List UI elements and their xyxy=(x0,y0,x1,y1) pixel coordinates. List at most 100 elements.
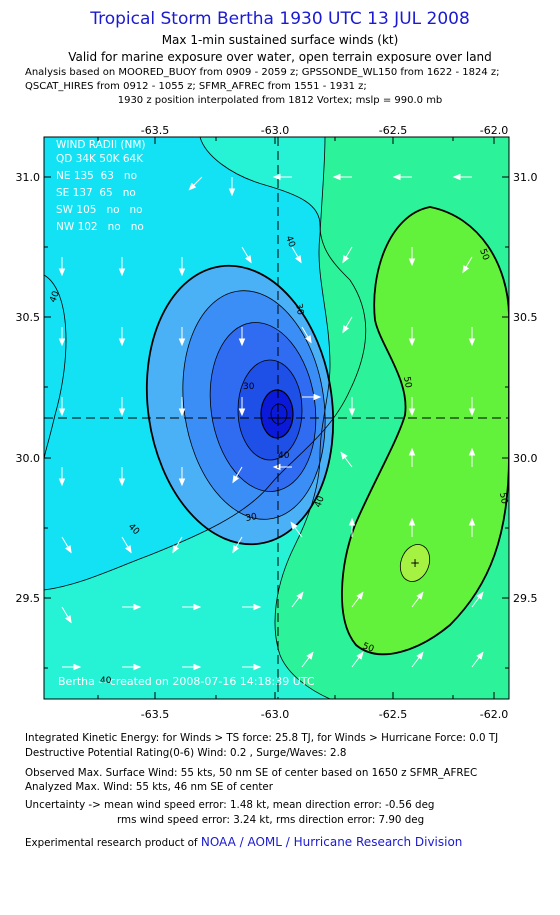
contour-lines xyxy=(44,137,367,699)
wind-vector-arrow xyxy=(178,327,186,347)
wind-vector-arrow xyxy=(118,397,126,417)
latitude-labels-left: 31.0 30.5 30.0 29.5 xyxy=(16,171,41,605)
lat-tick-right: 31.0 xyxy=(513,171,538,184)
wind-vector-arrow xyxy=(232,466,243,484)
contour-label: 50 xyxy=(361,641,375,654)
wind-vector-arrow xyxy=(468,447,476,467)
contour-label: 40 xyxy=(278,451,290,461)
longitude-labels-top: -63.5 -63.0 -62.5 -62.0 xyxy=(141,124,508,137)
contour-label: 30 xyxy=(243,382,255,392)
dpr-line: Destructive Potential Rating(0-6) Wind: … xyxy=(25,747,347,759)
wind-vector-arrow xyxy=(351,591,364,608)
contour-label: 50 xyxy=(477,248,490,262)
contour-label: 30 xyxy=(293,303,305,316)
ike-line: Integrated Kinetic Energy: for Winds > T… xyxy=(25,732,499,744)
lat-tick-left: 30.0 xyxy=(16,452,41,465)
wind-vector-arrow xyxy=(58,397,66,417)
storm-center-marker: + xyxy=(273,411,283,425)
wind-vector-arrow xyxy=(118,257,126,277)
lat-tick-right: 30.5 xyxy=(513,311,538,324)
plot-frame xyxy=(43,136,510,700)
wind-vector-arrow xyxy=(58,327,66,347)
contour-label: 50 xyxy=(401,376,413,389)
wind-vector-arrow xyxy=(238,327,246,347)
lon-tick-bottom: -62.0 xyxy=(480,708,508,720)
wind-vector-arrow xyxy=(178,397,186,417)
lat-tick-left: 31.0 xyxy=(16,171,41,184)
wind-vector-arrow xyxy=(178,257,186,277)
uncertainty-line-1: Uncertainty -> mean wind speed error: 1.… xyxy=(25,799,435,811)
max-wind-marker: + xyxy=(410,556,420,570)
wind-vector-arrow xyxy=(188,176,203,191)
map-subtitle: Max 1-min sustained surface winds (kt) xyxy=(161,33,399,47)
created-credit: Bertha -- created on 2008-07-16 14:18:39… xyxy=(58,675,315,688)
wind-vector-arrow xyxy=(232,536,243,554)
lat-tick-left: 29.5 xyxy=(16,592,41,605)
contour-label: 40 xyxy=(48,290,61,304)
lon-tick-bottom: -63.0 xyxy=(261,708,289,720)
field-50-55 xyxy=(341,207,509,655)
longitude-labels-bottom: -63.5 -63.0 -62.5 -62.0 xyxy=(141,708,508,720)
wind-vector-arrow xyxy=(471,651,484,668)
lat-tick-right: 30.0 xyxy=(513,452,538,465)
wind-vector-arrow xyxy=(122,663,142,671)
axis-ticks xyxy=(44,137,509,699)
wind-vector-arrow xyxy=(411,651,424,668)
wind-radii-row-se: SE 137 65 no xyxy=(56,187,136,199)
field-55-60 xyxy=(400,544,430,582)
wind-vector-arrow xyxy=(408,247,416,267)
wind-vector-arrow xyxy=(301,651,314,668)
lon-tick-top: -63.5 xyxy=(141,124,169,137)
wind-vector-arrow xyxy=(452,173,472,181)
wind-vector-arrow xyxy=(178,467,186,487)
wind-vectors xyxy=(58,173,484,671)
wind-vector-arrow xyxy=(302,393,322,401)
lat-tick-left: 30.5 xyxy=(16,311,41,324)
wind-vector-arrow xyxy=(468,327,476,347)
wind-vector-arrow xyxy=(342,316,353,334)
analyzed-max-line: Analyzed Max. Wind: 55 kts, 46 nm SE of … xyxy=(25,781,273,793)
wind-vector-arrow xyxy=(238,397,246,417)
lon-tick-bottom: -62.5 xyxy=(379,708,407,720)
wind-vector-arrow xyxy=(62,663,82,671)
wind-vector-arrow xyxy=(411,591,424,608)
analysis-sources-line-2: QSCAT_HIRES from 0912 - 1055 z; SFMR_AFR… xyxy=(25,81,367,92)
wind-vector-arrow xyxy=(332,173,352,181)
wind-radii-header: QD 34K 50K 64K xyxy=(56,153,144,165)
wind-vector-arrow xyxy=(118,467,126,487)
wind-vector-arrow xyxy=(242,663,262,671)
wind-vector-arrow xyxy=(58,467,66,487)
wind-vector-arrow xyxy=(291,246,302,264)
lon-tick-top: -62.0 xyxy=(480,124,508,137)
contour-label: 50 xyxy=(497,492,509,505)
wind-vector-arrow xyxy=(348,397,356,417)
product-credit: Experimental research product of NOAA / … xyxy=(25,835,462,849)
wind-vector-arrow xyxy=(348,517,356,537)
org-link[interactable]: NOAA / AOML / Hurricane Research Divisio… xyxy=(200,835,463,849)
wind-vector-arrow xyxy=(58,257,66,277)
wind-vector-arrow xyxy=(61,536,72,554)
wind-vector-arrow xyxy=(172,536,183,554)
wind-vector-arrow xyxy=(291,591,304,608)
wind-radii-title: WIND RADII (NM) xyxy=(56,139,146,151)
wind-vector-arrow xyxy=(408,447,416,467)
wind-vector-arrow xyxy=(408,517,416,537)
wind-vector-arrow xyxy=(118,327,126,347)
wind-vector-arrow xyxy=(408,327,416,347)
wind-vector-arrow xyxy=(272,173,292,181)
wind-vector-arrow xyxy=(242,603,262,611)
wind-vector-arrow xyxy=(340,451,353,468)
observed-max-line: Observed Max. Surface Wind: 55 kts, 50 n… xyxy=(25,767,478,779)
uncertainty-line-2: rms wind speed error: 3.24 kt, rms direc… xyxy=(117,814,425,826)
wind-radii-table: WIND RADII (NM) QD 34K 50K 64K NE 135 63… xyxy=(56,139,146,233)
wind-radii-row-nw: NW 102 no no xyxy=(56,221,144,233)
wind-vector-arrow xyxy=(290,521,303,538)
wind-vector-arrow xyxy=(468,517,476,537)
exposure-note: Valid for marine exposure over water, op… xyxy=(68,50,492,64)
wind-vector-arrow xyxy=(121,536,132,554)
wind-vector-arrow xyxy=(351,651,364,668)
contour-label: 40 xyxy=(313,495,326,509)
